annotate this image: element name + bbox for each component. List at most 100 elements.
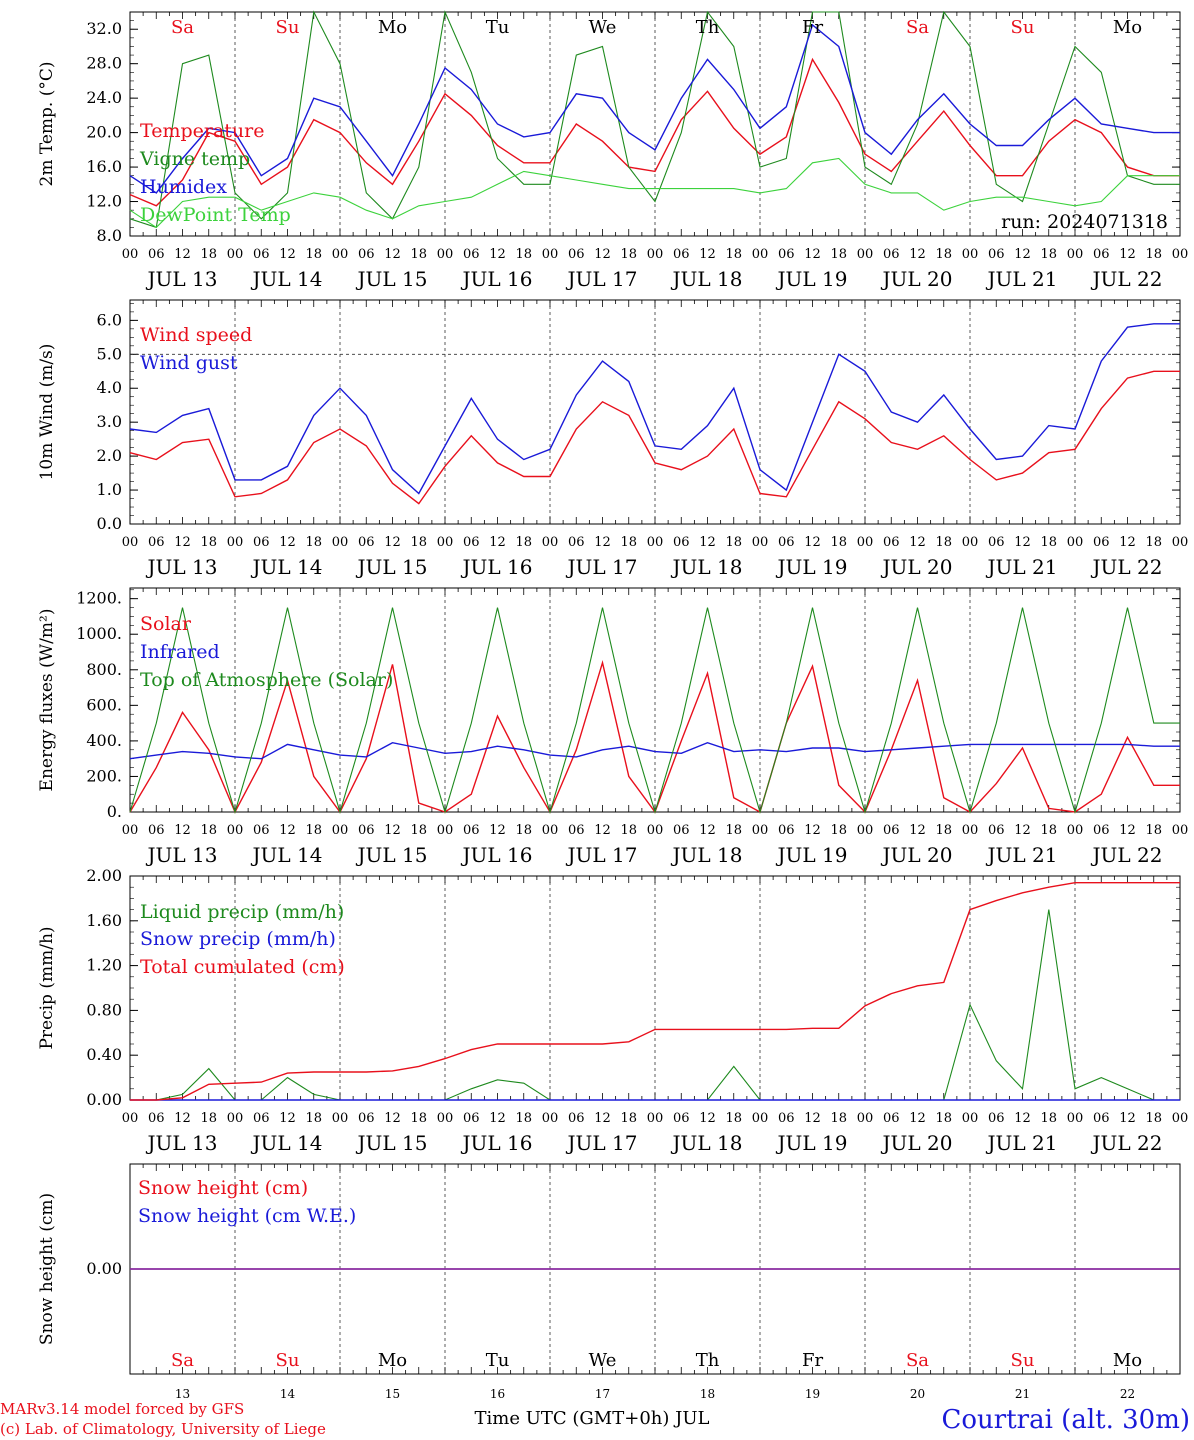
x-hour-label: 00 bbox=[227, 1111, 244, 1126]
day-number-label: 14 bbox=[280, 1387, 296, 1401]
x-hour-label: 12 bbox=[1014, 823, 1031, 838]
weekday-label: Tu bbox=[486, 17, 510, 38]
x-date-label: JUL 19 bbox=[776, 267, 848, 291]
x-hour-label: 12 bbox=[699, 535, 716, 550]
plot-frame bbox=[129, 299, 1181, 525]
x-hour-label: 00 bbox=[227, 535, 244, 550]
day-number-label: 21 bbox=[1015, 1387, 1030, 1401]
x-hour-label: 06 bbox=[673, 247, 690, 262]
x-hour-label: 12 bbox=[1119, 823, 1136, 838]
x-date-label: JUL 16 bbox=[461, 1131, 533, 1155]
weekday-label: Sa bbox=[171, 1350, 194, 1371]
y-tick-label: 16.0 bbox=[86, 157, 122, 176]
y-tick-label: 0.40 bbox=[86, 1045, 122, 1064]
x-hour-label: 12 bbox=[384, 535, 401, 550]
x-axis-title: Time UTC (GMT+0h) JUL bbox=[475, 1408, 710, 1429]
x-hour-label: 06 bbox=[148, 247, 165, 262]
y-tick-label: 0.00 bbox=[86, 1090, 122, 1109]
x-hour-label: 12 bbox=[489, 535, 506, 550]
x-hour-label: 00 bbox=[437, 823, 454, 838]
x-hour-label: 06 bbox=[1093, 535, 1110, 550]
y-tick-label: 0.0 bbox=[97, 514, 122, 533]
x-hour-label: 12 bbox=[594, 823, 611, 838]
x-hour-label: 18 bbox=[1040, 247, 1057, 262]
x-hour-label: 18 bbox=[830, 535, 847, 550]
x-hour-label: 06 bbox=[778, 1111, 795, 1126]
x-hour-label: 06 bbox=[1093, 1111, 1110, 1126]
x-hour-label: 00 bbox=[437, 535, 454, 550]
panel-2: 6.0 5.0 4.0 3.0 2.0 1.0 0.0 10m Wind (m/s) Wind … bbox=[37, 299, 1189, 579]
x-hour-label: 12 bbox=[174, 535, 191, 550]
x-hour-label: 00 bbox=[1172, 1111, 1189, 1126]
x-hour-label: 18 bbox=[725, 535, 742, 550]
legend-entry: Vigne temp bbox=[139, 148, 250, 170]
x-hour-label: 00 bbox=[962, 823, 979, 838]
x-hour-label: 12 bbox=[699, 1111, 716, 1126]
x-hour-label: 00 bbox=[647, 535, 664, 550]
x-date-label: JUL 20 bbox=[881, 555, 953, 579]
panel-1: 32.0 28.0 24.0 20.0 16.0 12.0 8.0 2m Temp. (°C)… bbox=[37, 10, 1188, 291]
x-hour-label: 00 bbox=[1172, 535, 1189, 550]
x-date-label: JUL 13 bbox=[146, 555, 218, 579]
x-hour-label: 00 bbox=[962, 1111, 979, 1126]
x-hour-label: 18 bbox=[515, 1111, 532, 1126]
x-hour-label: 00 bbox=[122, 823, 139, 838]
x-hour-label: 00 bbox=[857, 823, 874, 838]
x-hour-label: 06 bbox=[253, 247, 270, 262]
x-hour-label: 18 bbox=[305, 535, 322, 550]
x-hour-label: 12 bbox=[909, 1111, 926, 1126]
y-tick-label: 600. bbox=[86, 695, 122, 714]
x-hour-label: 06 bbox=[883, 1111, 900, 1126]
x-hour-label: 18 bbox=[620, 1111, 637, 1126]
x-hour-label: 00 bbox=[542, 247, 559, 262]
x-hour-label: 18 bbox=[1145, 247, 1162, 262]
y-tick-label: 1200. bbox=[76, 589, 122, 608]
weekday-label: Su bbox=[1011, 17, 1035, 38]
x-hour-label: 00 bbox=[752, 1111, 769, 1126]
x-date-label: JUL 16 bbox=[461, 267, 533, 291]
x-date-label: JUL 18 bbox=[671, 843, 743, 867]
legend-entry: Wind gust bbox=[140, 352, 238, 374]
x-hour-label: 18 bbox=[1040, 823, 1057, 838]
station-label: Courtrai (alt. 30m) bbox=[942, 1405, 1191, 1435]
day-number-label: 16 bbox=[490, 1387, 505, 1401]
x-hour-label: 18 bbox=[830, 823, 847, 838]
weekday-label: Sa bbox=[906, 1350, 929, 1371]
x-date-label: JUL 17 bbox=[566, 843, 638, 867]
x-hour-label: 00 bbox=[752, 535, 769, 550]
x-hour-label: 00 bbox=[962, 247, 979, 262]
x-date-label: JUL 17 bbox=[566, 1131, 638, 1155]
series-line-top-of-atmosphere-solar bbox=[129, 607, 1180, 814]
x-hour-label: 00 bbox=[752, 823, 769, 838]
y-axis-label: 2m Temp. (°C) bbox=[37, 61, 57, 186]
legend-entry: Liquid precip (mm/h) bbox=[140, 901, 344, 923]
x-hour-label: 12 bbox=[489, 247, 506, 262]
x-hour-label: 18 bbox=[725, 247, 742, 262]
weekday-label: Th bbox=[696, 17, 720, 38]
x-date-label: JUL 16 bbox=[461, 555, 533, 579]
legend-entry: Temperature bbox=[140, 120, 264, 142]
x-date-label: JUL 15 bbox=[356, 1131, 428, 1155]
x-hour-label: 12 bbox=[279, 823, 296, 838]
x-date-label: JUL 19 bbox=[776, 843, 848, 867]
legend-entry: Snow height (cm W.E.) bbox=[138, 1205, 356, 1227]
x-hour-label: 06 bbox=[463, 823, 480, 838]
y-tick-label: 400. bbox=[86, 731, 122, 750]
x-hour-label: 06 bbox=[463, 535, 480, 550]
x-hour-label: 12 bbox=[174, 1111, 191, 1126]
panel-5: 0.00 Snow height (cm) Snow height (cm) Snow… bbox=[37, 1163, 1181, 1375]
y-tick-label: 1.20 bbox=[86, 956, 122, 975]
x-hour-label: 06 bbox=[883, 823, 900, 838]
x-hour-label: 18 bbox=[620, 823, 637, 838]
x-hour-label: 12 bbox=[909, 823, 926, 838]
x-hour-label: 12 bbox=[384, 823, 401, 838]
weekday-label: We bbox=[589, 17, 617, 38]
x-hour-label: 06 bbox=[778, 247, 795, 262]
x-hour-label: 00 bbox=[122, 535, 139, 550]
x-hour-label: 06 bbox=[253, 1111, 270, 1126]
x-hour-label: 18 bbox=[830, 1111, 847, 1126]
x-hour-label: 18 bbox=[305, 1111, 322, 1126]
x-hour-label: 00 bbox=[227, 823, 244, 838]
x-date-label: JUL 17 bbox=[566, 267, 638, 291]
x-hour-label: 12 bbox=[384, 1111, 401, 1126]
